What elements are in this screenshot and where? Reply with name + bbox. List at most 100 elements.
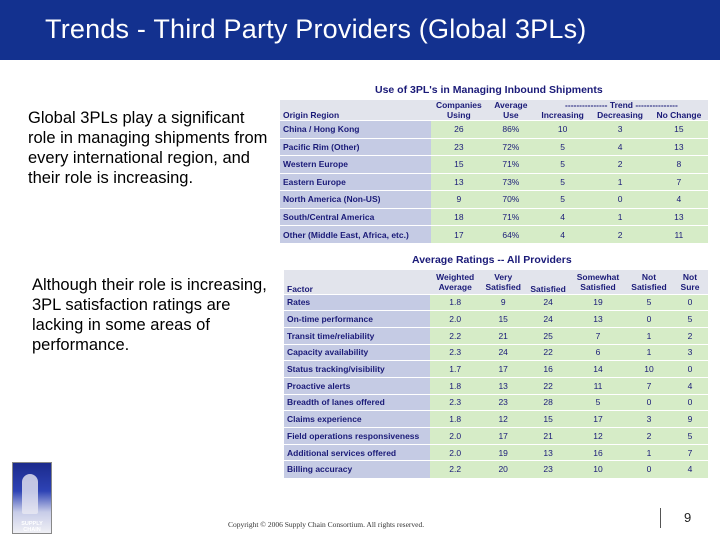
not-satisfied-cell: 7 [626,376,672,395]
region-cell: Western Europe [280,155,431,173]
table-row: Eastern Europe 13 73% 5 1 7 [280,172,708,191]
header-companies-using: Companies Using [430,100,487,121]
factor-cell: Field operations responsiveness [284,427,431,445]
increasing-cell: 5 [534,137,591,156]
weighted-average-cell: 2.0 [430,310,481,328]
satisfied-cell: 16 [526,360,570,378]
table-row: On-time performance 2.0 15 24 13 0 5 [284,310,708,328]
header-satisfied: Satisfied [526,270,570,294]
table-row: Other (Middle East, Africa, etc.) 17 64%… [280,225,708,243]
somewhat-satisfied-cell: 13 [570,310,626,328]
table-row: Pacific Rim (Other) 23 72% 5 4 13 [280,137,708,156]
factor-cell: Billing accuracy [284,460,431,478]
header-origin-region: Origin Region [280,100,431,121]
companies-cell: 15 [430,155,487,173]
companies-cell: 26 [430,120,487,138]
table-row: Breadth of lanes offered 2.3 23 28 5 0 0 [284,393,708,411]
satisfied-cell: 13 [526,443,570,461]
companies-cell: 9 [430,190,487,208]
factor-cell: Proactive alerts [284,376,431,395]
page-divider [660,508,661,528]
not-sure-cell: 9 [672,410,708,428]
header-weighted-average: Weighted Average [430,270,481,294]
region-cell: Eastern Europe [280,172,431,191]
very-satisfied-cell: 19 [480,443,527,461]
companies-cell: 18 [430,207,487,226]
satisfied-cell: 28 [526,393,570,411]
companies-cell: 13 [430,172,487,191]
table-row: Field operations responsiveness 2.0 17 21 12… [284,427,708,445]
somewhat-satisfied-cell: 16 [570,443,626,461]
region-cell: Other (Middle East, Africa, etc.) [280,225,431,243]
satisfied-cell: 23 [526,460,570,478]
not-sure-cell: 4 [672,460,708,478]
region-cell: South/Central America [280,207,431,226]
ratings-table: Factor Weighted Average Very Satisfied S… [284,270,708,478]
weighted-average-cell: 2.0 [430,443,481,461]
region-cell: Pacific Rim (Other) [280,137,431,156]
factor-cell: Capacity availability [284,343,431,361]
satisfied-cell: 24 [526,293,570,311]
header-somewhat-satisfied: Somewhat Satisfied [570,270,626,294]
header-decreasing: Decreasing [590,110,650,121]
very-satisfied-cell: 15 [480,310,527,328]
header-increasing: Increasing [534,110,591,121]
no-change-cell: 7 [649,172,708,191]
increasing-cell: 5 [534,190,591,208]
header-no-change: No Change [649,110,708,121]
use-cell: 70% [486,190,535,208]
companies-cell: 17 [430,225,487,243]
weighted-average-cell: 1.8 [430,376,481,395]
satisfied-cell: 22 [526,343,570,361]
very-satisfied-cell: 13 [480,376,527,395]
weighted-average-cell: 2.2 [430,326,481,345]
no-change-cell: 4 [649,190,708,208]
decreasing-cell: 4 [590,137,650,156]
title-bar: Trends - Third Party Providers (Global 3… [0,0,720,60]
no-change-cell: 8 [649,155,708,173]
very-satisfied-cell: 24 [480,343,527,361]
satisfied-cell: 15 [526,410,570,428]
factor-cell: Claims experience [284,410,431,428]
not-satisfied-cell: 5 [626,293,672,311]
very-satisfied-cell: 9 [480,293,527,311]
table-row: Capacity availability 2.3 24 22 6 1 3 [284,343,708,361]
table-row: Status tracking/visibility 1.7 17 16 14 10 0 [284,360,708,378]
header-average-use: Average Use [486,100,535,121]
table-row: Billing accuracy 2.2 20 23 10 0 4 [284,460,708,478]
table-row: Rates 1.8 9 24 19 5 0 [284,293,708,311]
somewhat-satisfied-cell: 7 [570,326,626,345]
satisfied-cell: 24 [526,310,570,328]
not-satisfied-cell: 2 [626,427,672,445]
slide-title: Trends - Third Party Providers (Global 3… [45,14,587,44]
not-sure-cell: 3 [672,343,708,361]
not-satisfied-cell: 1 [626,326,672,345]
very-satisfied-cell: 12 [480,410,527,428]
region-cell: North America (Non-US) [280,190,431,208]
weighted-average-cell: 1.8 [430,410,481,428]
inbound-shipments-table-title: Use of 3PL's in Managing Inbound Shipmen… [375,84,603,96]
header-not-sure: Not Sure [672,270,708,294]
table-row: Transit time/reliability 2.2 21 25 7 1 2 [284,326,708,345]
table-row: North America (Non-US) 9 70% 5 0 4 [280,190,708,208]
no-change-cell: 13 [649,137,708,156]
ratings-table-title: Average Ratings -- All Providers [412,254,572,266]
header-not-satisfied: Not Satisfied [626,270,672,294]
not-sure-cell: 5 [672,310,708,328]
not-satisfied-cell: 0 [626,310,672,328]
not-satisfied-cell: 1 [626,343,672,361]
table-row: Claims experience 1.8 12 15 17 3 9 [284,410,708,428]
satisfied-cell: 25 [526,326,570,345]
factor-cell: Breadth of lanes offered [284,393,431,411]
very-satisfied-cell: 17 [480,427,527,445]
weighted-average-cell: 2.3 [430,343,481,361]
factor-cell: Additional services offered [284,443,431,461]
not-satisfied-cell: 0 [626,460,672,478]
decreasing-cell: 2 [590,155,650,173]
use-cell: 86% [486,120,535,138]
satisfied-cell: 21 [526,427,570,445]
increasing-cell: 5 [534,172,591,191]
weighted-average-cell: 1.7 [430,360,481,378]
table-row: Western Europe 15 71% 5 2 8 [280,155,708,173]
not-sure-cell: 0 [672,393,708,411]
